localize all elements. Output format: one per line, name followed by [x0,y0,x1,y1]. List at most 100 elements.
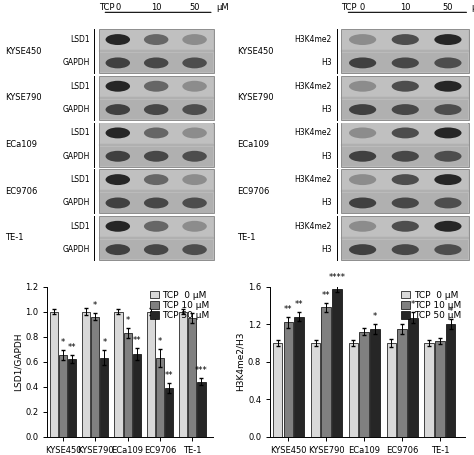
Bar [100,123,213,142]
Bar [342,240,468,259]
Ellipse shape [106,197,130,208]
Ellipse shape [182,151,207,162]
Ellipse shape [349,127,376,138]
Bar [341,169,469,213]
Ellipse shape [182,244,207,255]
Bar [133,354,141,437]
Bar [342,123,468,142]
Ellipse shape [106,81,130,92]
Bar [179,312,187,437]
Text: 10: 10 [400,3,410,12]
Bar [321,307,331,437]
Ellipse shape [144,57,168,68]
Text: TCP: TCP [341,3,357,12]
Bar [82,312,90,437]
Bar [446,324,456,437]
Bar [273,343,283,437]
Text: **: ** [133,336,141,345]
Ellipse shape [182,57,207,68]
Bar [408,318,418,437]
Text: LSD1: LSD1 [71,128,90,137]
Ellipse shape [182,221,207,232]
Text: TCP: TCP [99,3,114,12]
Bar [283,322,293,437]
Bar [397,329,407,437]
Bar [114,312,123,437]
Text: LSD1: LSD1 [71,175,90,184]
Bar [100,358,109,437]
Text: ECa109: ECa109 [237,140,269,149]
Text: *: * [126,316,130,325]
Ellipse shape [349,244,376,255]
Ellipse shape [392,81,419,92]
Bar [386,343,396,437]
Ellipse shape [349,57,376,68]
Text: H3: H3 [321,198,332,207]
Ellipse shape [392,151,419,162]
Bar [99,216,214,260]
Bar [165,388,173,437]
Text: 50: 50 [189,3,200,12]
Bar [99,169,214,213]
Text: B: B [232,0,244,2]
Text: H3K4me2: H3K4me2 [294,35,332,44]
Bar [342,76,468,96]
Bar [342,217,468,236]
Bar [147,312,155,437]
Ellipse shape [349,104,376,115]
Ellipse shape [106,221,130,232]
Bar [68,359,76,437]
Bar [124,333,132,437]
Text: EC9706: EC9706 [237,187,269,196]
Bar [342,30,468,49]
Text: GAPDH: GAPDH [63,152,90,161]
Ellipse shape [106,244,130,255]
Ellipse shape [349,197,376,208]
Bar [341,122,469,167]
Ellipse shape [434,57,462,68]
Ellipse shape [434,81,462,92]
Ellipse shape [392,127,419,138]
Text: **: ** [322,291,330,299]
Ellipse shape [106,57,130,68]
Text: 10: 10 [151,3,162,12]
Legend: TCP  0 μM, TCP 10 μM, TCP 50 μM: TCP 0 μM, TCP 10 μM, TCP 50 μM [149,290,210,321]
Bar [294,317,304,437]
Bar [311,343,320,437]
Bar [359,332,369,437]
Bar [100,30,213,49]
Text: H3: H3 [321,105,332,114]
Ellipse shape [182,127,207,138]
Text: 0: 0 [115,3,120,12]
Ellipse shape [349,81,376,92]
Text: GAPDH: GAPDH [63,198,90,207]
Bar [100,100,213,119]
Bar [342,53,468,72]
Ellipse shape [182,197,207,208]
Ellipse shape [392,221,419,232]
Ellipse shape [434,34,462,45]
Text: μM: μM [472,3,474,12]
Bar [341,29,469,73]
Text: KYSE450: KYSE450 [5,47,41,56]
Bar [59,355,67,437]
Text: H3K4me2: H3K4me2 [294,82,332,91]
Text: *: * [61,339,65,348]
Ellipse shape [392,104,419,115]
Ellipse shape [182,174,207,185]
Text: H3: H3 [321,152,332,161]
Bar [342,170,468,189]
Ellipse shape [144,127,168,138]
Bar [99,29,214,73]
Text: LSD1: LSD1 [71,222,90,231]
Ellipse shape [182,104,207,115]
Legend: TCP  0 μM, TCP 10 μM, TCP 50 μM: TCP 0 μM, TCP 10 μM, TCP 50 μM [400,290,462,321]
Ellipse shape [106,127,130,138]
Ellipse shape [434,244,462,255]
Bar [435,341,445,437]
Text: H3K4me2: H3K4me2 [294,128,332,137]
Ellipse shape [434,104,462,115]
Bar [100,76,213,96]
Text: H3: H3 [321,58,332,67]
Ellipse shape [144,104,168,115]
